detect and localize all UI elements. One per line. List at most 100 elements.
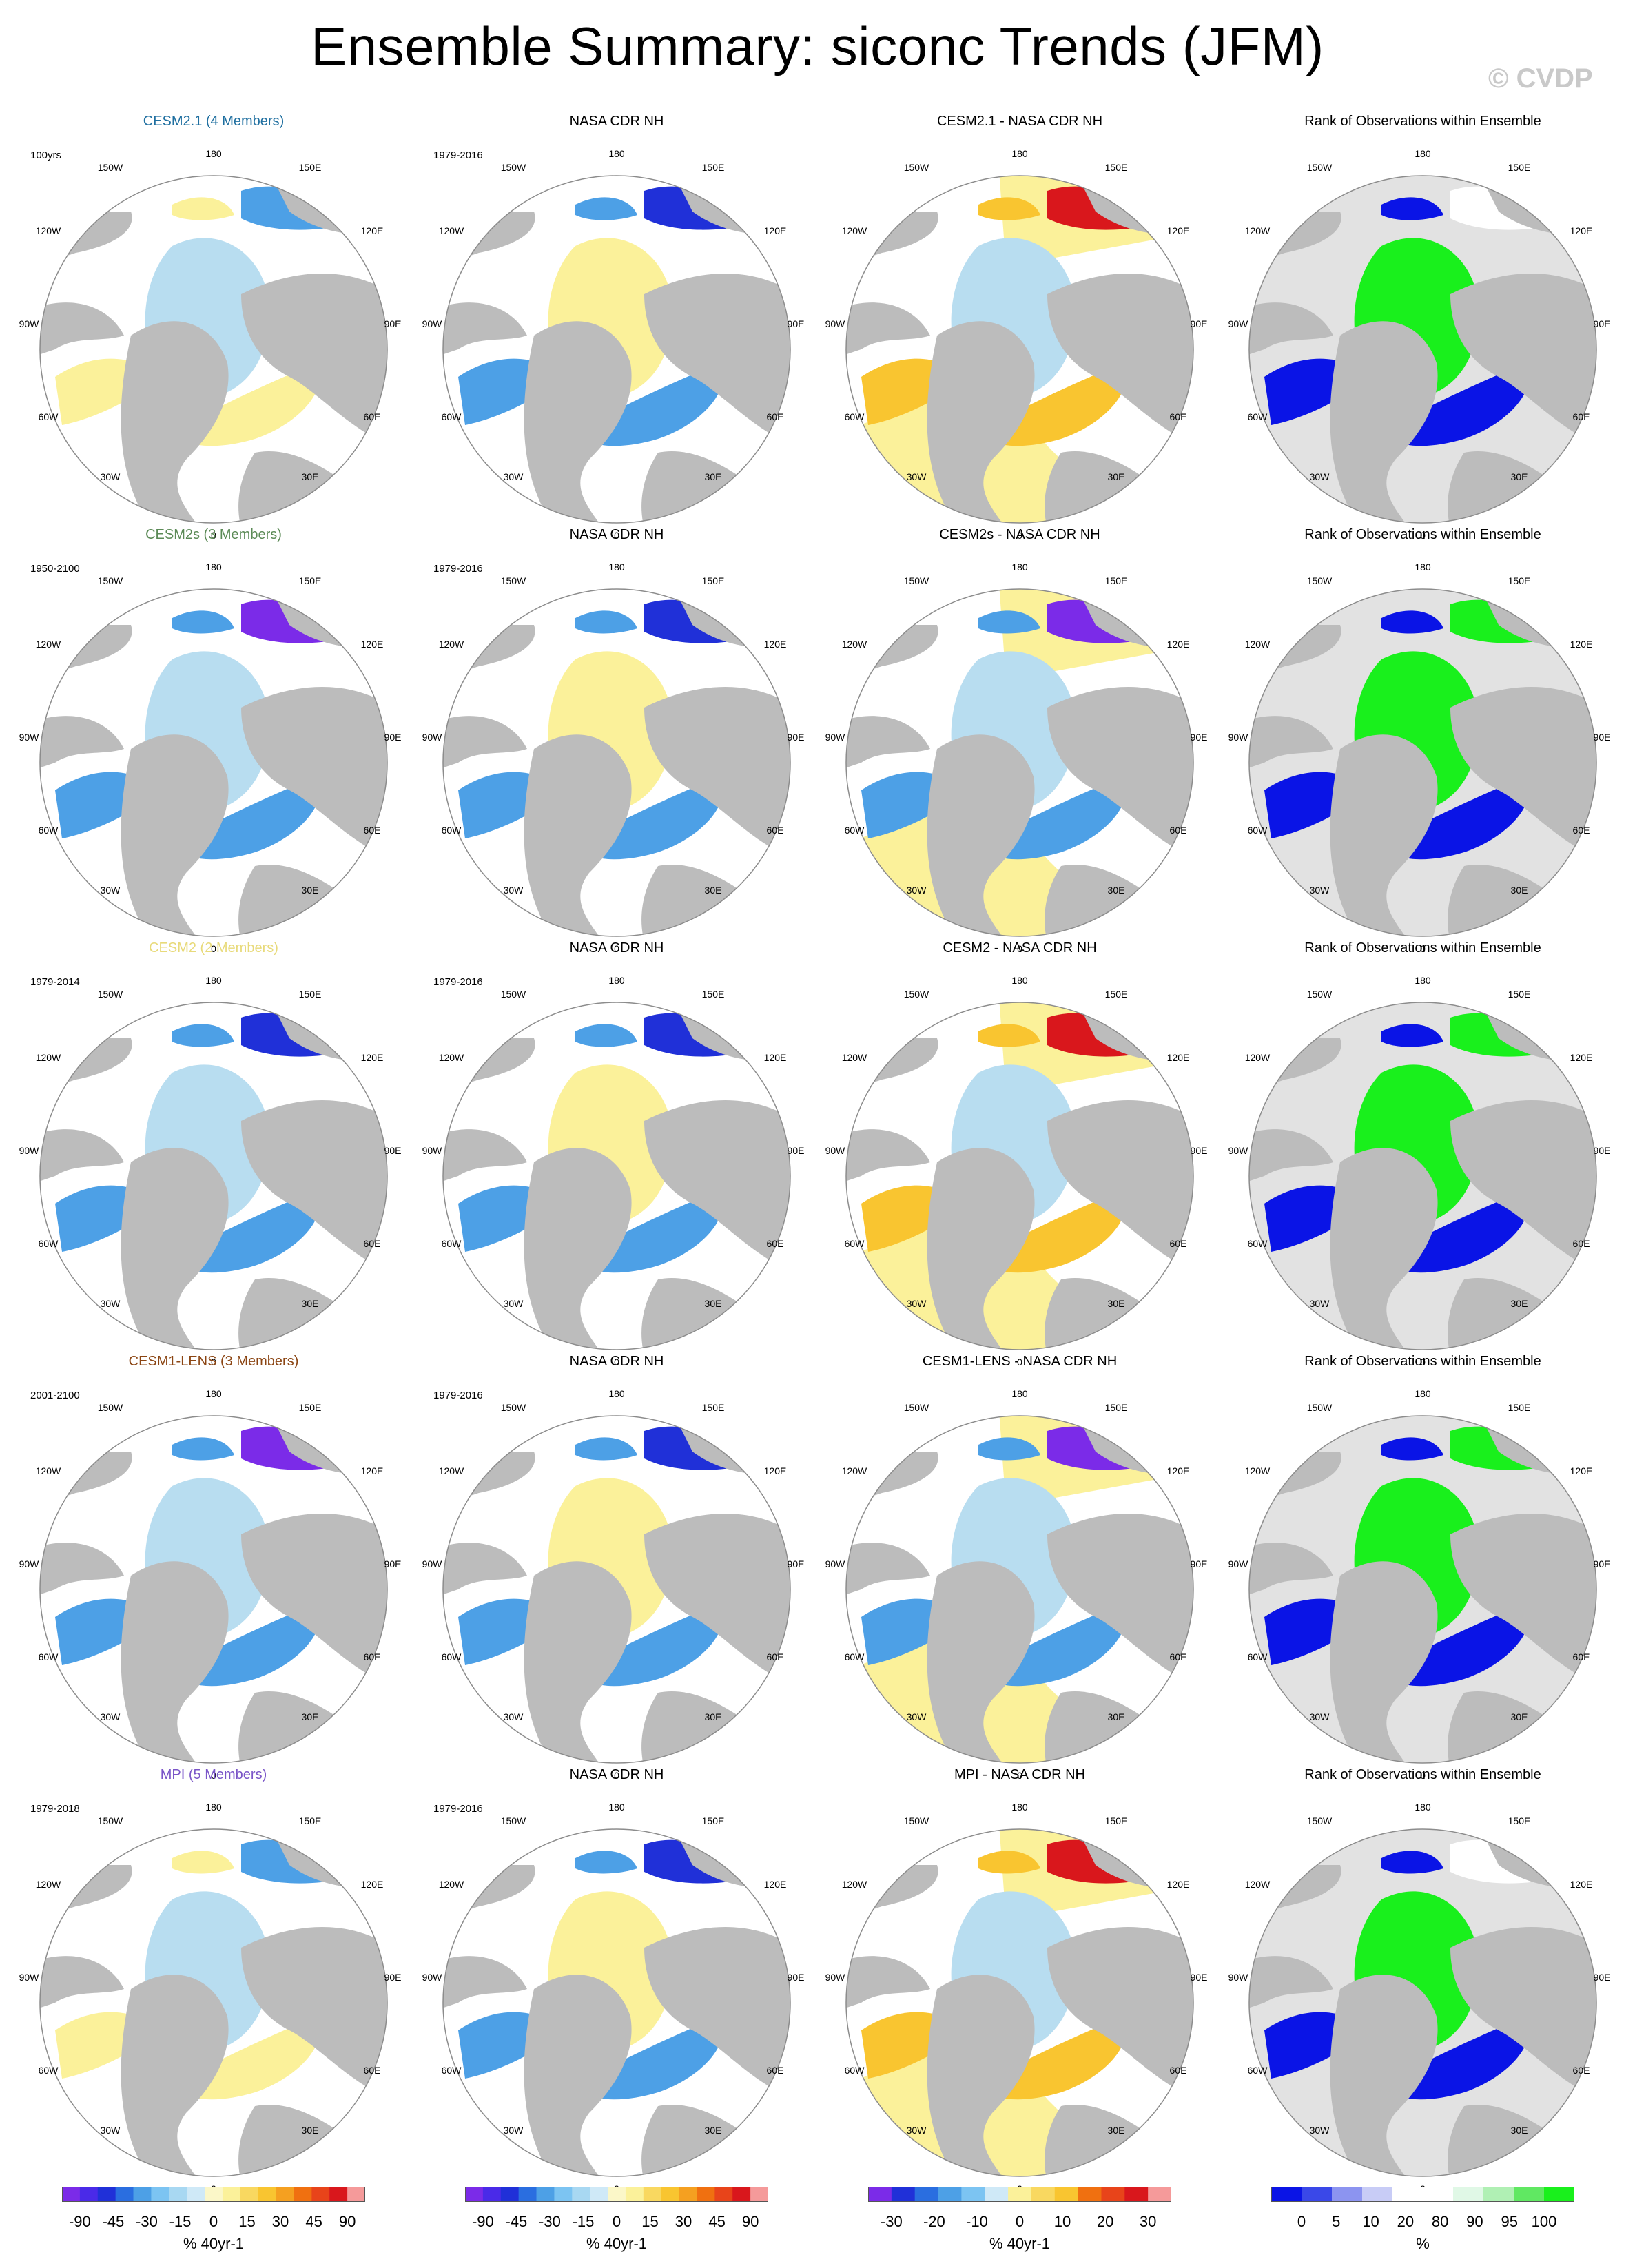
label-30w: 30W [906,1711,927,1722]
label-30e: 30E [704,885,722,896]
colorbar-swatch [572,2187,590,2202]
label-90w: 90W [19,1558,39,1569]
colorbar-1: -90 -45 -30 -15 0 15 30 45 90 % 40yr-1 [62,2185,434,2268]
label-150e: 150E [298,162,322,173]
label-150e: 150E [701,989,725,1000]
label-120e: 120E [763,639,787,650]
top: 180 [608,1802,625,1813]
label-150w: 150W [903,575,929,586]
label-150e: 150E [1508,1815,1531,1826]
panel-title: Rank of Observations within Ensemble [1304,114,1541,129]
colorbar-swatch [554,2187,573,2202]
colorbar-swatch [97,2187,116,2202]
polar-map [845,175,1194,524]
colorbar-swatch [115,2187,134,2202]
label-30e: 30E [301,1298,319,1309]
label-30w: 30W [503,2125,524,2136]
label-150w: 150W [1306,989,1333,1000]
label-60e: 60E [1169,825,1187,836]
label-90w: 90W [19,1972,39,1983]
top: 180 [205,561,222,573]
colorbar-units: % 40yr-1 [183,2235,245,2252]
label-30e: 30E [1510,2125,1528,2136]
label-60w: 60W [844,2065,865,2076]
polar-map [1248,175,1597,524]
label-150w: 150W [97,989,123,1000]
label-30e: 30E [704,2125,722,2136]
colorbar-swatch [1453,2187,1484,2202]
top: 180 [1011,975,1028,986]
polar-map [39,1002,388,1350]
panel-title: Rank of Observations within Ensemble [1304,1767,1541,1782]
label-60w: 60W [844,411,865,422]
colorbar-tick-label: -15 [572,2213,595,2230]
label-150w: 150W [97,1815,123,1826]
colorbar-tick-label: 90 [1466,2213,1483,2230]
label-90e: 90E [1190,318,1208,329]
label-90w: 90W [1228,1972,1248,1983]
label-120w: 120W [35,1879,61,1890]
label-60w: 60W [844,1651,865,1662]
panel-title: Rank of Observations within Ensemble [1304,1354,1541,1369]
label-30w: 30W [1309,2125,1330,2136]
label-90w: 90W [1228,318,1248,329]
period-label: 1979-2016 [433,150,483,161]
label-90e: 90E [787,732,805,743]
label-60w: 60W [38,2065,59,2076]
label-150e: 150E [1104,575,1128,586]
colorbar-swatch [1332,2187,1363,2202]
period-label: 1979-2014 [30,976,80,988]
label-30w: 30W [503,1298,524,1309]
colorbar-2: -90 -45 -30 -15 0 15 30 45 90 % 40yr-1 [465,2185,837,2268]
bottom: 0 [1420,530,1426,541]
panel-title: CESM2s - NASA CDR NH [939,527,1100,542]
top: 180 [608,561,625,573]
colorbar-tick-label: 0 [612,2213,621,2230]
colorbar-swatch [1031,2187,1056,2202]
label-150w: 150W [500,989,526,1000]
panel-title: Rank of Observations within Ensemble [1304,940,1541,956]
label-90e: 90E [384,732,402,743]
colorbar-tick-label: -20 [923,2213,945,2230]
label-120w: 120W [438,1465,464,1476]
label-30w: 30W [100,2125,121,2136]
colorbar-swatch [294,2187,312,2202]
polar-map [442,1828,791,2177]
label-120e: 120E [1570,1465,1593,1476]
label-90w: 90W [422,732,442,743]
label-60w: 60W [441,825,462,836]
panel-title: Rank of Observations within Ensemble [1304,527,1541,542]
panel-title: CESM2.1 (4 Members) [143,114,285,129]
panel-3-obs: NASA CDR NH 1979-2016 180 0 150W 120W 90W 60W 30… [422,940,805,1368]
label-30w: 30W [906,471,927,482]
colorbar-swatch [276,2187,294,2202]
label-30e: 30E [301,2125,319,2136]
label-150w: 150W [1306,1815,1333,1826]
colorbar-swatch [465,2187,484,2202]
label-30e: 30E [704,471,722,482]
colorbar-swatch [1392,2187,1423,2202]
polar-map [845,588,1194,937]
label-90e: 90E [787,1972,805,1983]
top: 180 [1415,148,1431,159]
label-90e: 90E [1593,1558,1611,1569]
colorbar-units: % [1416,2235,1430,2252]
top: 180 [205,1802,222,1813]
label-120w: 120W [1244,639,1271,650]
label-150w: 150W [1306,162,1333,173]
label-30e: 30E [1510,1298,1528,1309]
period-label: 1979-2016 [433,1390,483,1401]
colorbar-swatch [938,2187,962,2202]
label-90e: 90E [384,1972,402,1983]
colorbar-swatch [151,2187,169,2202]
polar-map [442,1002,791,1350]
label-150e: 150E [298,989,322,1000]
label-150e: 150E [1508,575,1531,586]
top: 180 [608,1388,625,1399]
label-150w: 150W [1306,575,1333,586]
label-30e: 30E [704,1711,722,1722]
label-120w: 120W [35,1465,61,1476]
colorbar-tick-label: 10 [1053,2213,1071,2230]
label-60w: 60W [38,1651,59,1662]
bottom: 0 [614,943,619,954]
